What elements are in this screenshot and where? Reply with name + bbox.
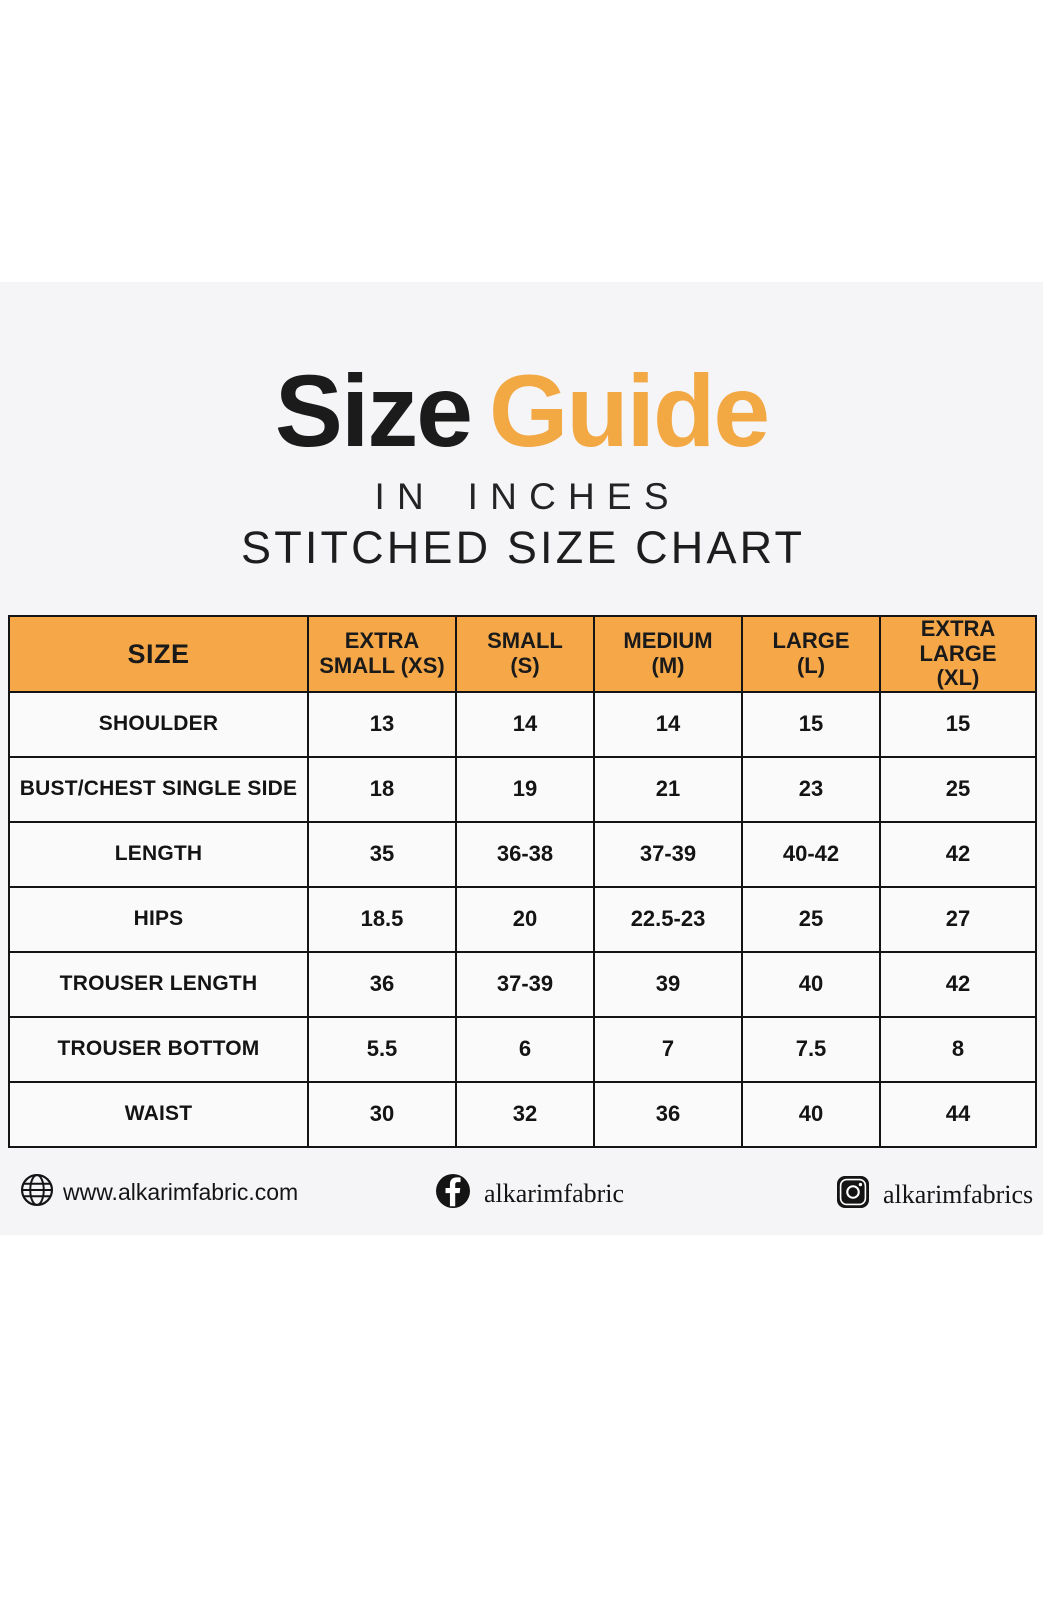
- cell-value: 27: [879, 885, 1037, 953]
- cell-value: 14: [593, 690, 743, 758]
- website-url: www.alkarimfabric.com: [63, 1179, 299, 1205]
- col-header-extra-large: EXTRA LARGE (XL): [879, 615, 1037, 693]
- col-header-large: LARGE (L): [741, 615, 881, 693]
- table-row-length: LENGTH 35 36-38 37-39 40-42 42: [8, 820, 1037, 888]
- cell-value: 19: [455, 755, 595, 823]
- cell-value: 21: [593, 755, 743, 823]
- cell-value: 15: [879, 690, 1037, 758]
- cell-value: 44: [879, 1080, 1037, 1148]
- row-label: WAIST: [8, 1080, 309, 1148]
- row-label: BUST/CHEST SINGLE SIDE: [8, 755, 309, 823]
- row-label: LENGTH: [8, 820, 309, 888]
- table-row-bust-chest: BUST/CHEST SINGLE SIDE 18 19 21 23 25: [8, 755, 1037, 823]
- table-row-waist: WAIST 30 32 36 40 44: [8, 1080, 1037, 1148]
- cell-value: 42: [879, 820, 1037, 888]
- cell-value: 15: [741, 690, 881, 758]
- cell-value: 37-39: [593, 820, 743, 888]
- instagram-handle: alkarimfabrics: [883, 1179, 1034, 1209]
- cell-value: 42: [879, 950, 1037, 1018]
- row-label: TROUSER BOTTOM: [8, 1015, 309, 1083]
- title-word-guide: Guide: [489, 354, 770, 468]
- cell-value: 39: [593, 950, 743, 1018]
- instagram-icon: [837, 1176, 869, 1213]
- title-block: Size Guide IN INCHES STITCHED SIZE CHART: [0, 360, 1043, 574]
- cell-value: 7.5: [741, 1015, 881, 1083]
- facebook-icon: [436, 1174, 470, 1213]
- title-word-size: Size: [274, 354, 473, 468]
- page-title: Size Guide: [0, 360, 1043, 462]
- cell-value: 25: [879, 755, 1037, 823]
- col-header-medium: MEDIUM (M): [593, 615, 743, 693]
- table-row-shoulder: SHOULDER 13 14 14 15 15: [8, 690, 1037, 758]
- cell-value: 18: [307, 755, 457, 823]
- cell-value: 36: [307, 950, 457, 1018]
- col-header-size: SIZE: [8, 615, 309, 693]
- col-header-extra-small: EXTRA SMALL (XS): [307, 615, 457, 693]
- globe-icon: [19, 1172, 55, 1213]
- col-header-small: SMALL (S): [455, 615, 595, 693]
- facebook-handle: alkarimfabric: [484, 1178, 625, 1208]
- cell-value: 30: [307, 1080, 457, 1148]
- cell-value: 6: [455, 1015, 595, 1083]
- cell-value: 40: [741, 950, 881, 1018]
- cell-value: 36: [593, 1080, 743, 1148]
- cell-value: 22.5-23: [593, 885, 743, 953]
- cell-value: 18.5: [307, 885, 457, 953]
- row-label: HIPS: [8, 885, 309, 953]
- subtitle-stitched-chart: STITCHED SIZE CHART: [241, 522, 806, 573]
- table-row-trouser-bottom: TROUSER BOTTOM 5.5 6 7 7.5 8: [8, 1015, 1037, 1083]
- cell-value: 7: [593, 1015, 743, 1083]
- table-header-row: SIZE EXTRA SMALL (XS) SMALL (S) MEDIUM (M) …: [8, 615, 1037, 693]
- row-label: TROUSER LENGTH: [8, 950, 309, 1018]
- cell-value: 25: [741, 885, 881, 953]
- footer-instagram: alkarimfabrics: [837, 1176, 1033, 1213]
- cell-value: 36-38: [455, 820, 595, 888]
- cell-value: 35: [307, 820, 457, 888]
- cell-value: 40: [741, 1080, 881, 1148]
- table-row-hips: HIPS 18.5 20 22.5-23 25 27: [8, 885, 1037, 953]
- table-row-trouser-length: TROUSER LENGTH 36 37-39 39 40 42: [8, 950, 1037, 1018]
- cell-value: 40-42: [741, 820, 881, 888]
- cell-value: 32: [455, 1080, 595, 1148]
- cell-value: 13: [307, 690, 457, 758]
- cell-value: 37-39: [455, 950, 595, 1018]
- footer-facebook: alkarimfabric: [436, 1174, 624, 1213]
- cell-value: 5.5: [307, 1015, 457, 1083]
- size-table: SIZE EXTRA SMALL (XS) SMALL (S) MEDIUM (M) …: [8, 615, 1037, 1148]
- row-label: SHOULDER: [8, 690, 309, 758]
- cell-value: 8: [879, 1015, 1037, 1083]
- cell-value: 20: [455, 885, 595, 953]
- cell-value: 23: [741, 755, 881, 823]
- footer-website: www.alkarimfabric.com: [19, 1172, 298, 1213]
- subtitle-units: IN INCHES: [374, 476, 681, 517]
- cell-value: 14: [455, 690, 595, 758]
